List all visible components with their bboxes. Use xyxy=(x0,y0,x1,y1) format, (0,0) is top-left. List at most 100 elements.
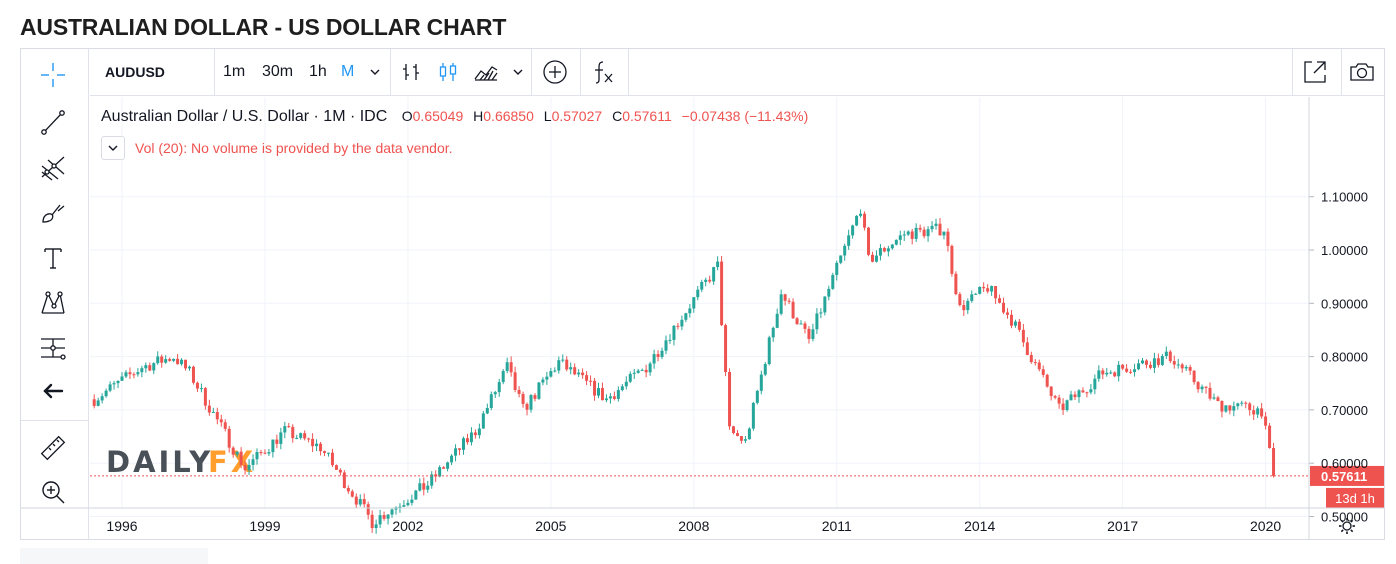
collapse-legend-chevron-icon[interactable] xyxy=(101,136,125,160)
candle-body xyxy=(867,227,871,255)
candle-body xyxy=(982,286,986,289)
candle-body xyxy=(513,372,517,390)
candle-body xyxy=(763,364,767,375)
legend-change: −0.07438 (−11.43%) xyxy=(681,108,809,124)
x-tick-label: 2002 xyxy=(392,518,423,534)
pattern-icon[interactable] xyxy=(35,285,71,321)
ruler-icon[interactable] xyxy=(35,430,71,466)
long-position-icon[interactable] xyxy=(35,330,71,366)
gear-icon[interactable] xyxy=(1339,518,1355,534)
candle-body xyxy=(545,376,549,380)
candle-body xyxy=(787,300,791,302)
indicators-fx-icon[interactable] xyxy=(592,49,616,95)
candle-body xyxy=(235,451,239,455)
crosshair-icon[interactable] xyxy=(35,57,71,93)
x-tick-label: 2008 xyxy=(678,518,709,534)
legend-low: 0.57027 xyxy=(551,108,603,124)
candle-body xyxy=(346,487,350,492)
last-price-label: 0.57611 xyxy=(1321,469,1367,484)
candle-body xyxy=(759,374,763,391)
arrow-left-icon[interactable] xyxy=(35,373,71,409)
candle-body xyxy=(1188,367,1192,371)
brush-icon[interactable] xyxy=(35,195,71,231)
candle-body xyxy=(795,318,799,325)
fullscreen-icon[interactable] xyxy=(1302,49,1328,95)
candle-body xyxy=(148,365,152,371)
y-tick-label: 0.70000 xyxy=(1321,403,1368,418)
candle-body xyxy=(152,363,156,371)
candle-body xyxy=(589,380,593,382)
candle-body xyxy=(962,305,966,311)
candle-body xyxy=(136,372,140,375)
y-tick-label: 0.50000 xyxy=(1321,510,1368,525)
candle-body xyxy=(894,239,898,245)
candle-body xyxy=(890,244,894,249)
candle-body xyxy=(275,439,279,444)
zoom-in-icon[interactable] xyxy=(35,474,71,510)
candles-style-icon[interactable] xyxy=(437,49,459,95)
x-tick-label: 2014 xyxy=(964,518,995,534)
candle-body xyxy=(414,490,418,500)
candle-body xyxy=(1009,314,1013,326)
candle-body xyxy=(926,229,930,237)
candle-body xyxy=(477,428,481,436)
candle-body xyxy=(1069,394,1073,401)
interval-30m[interactable]: 30m xyxy=(262,63,294,80)
candle-body xyxy=(565,359,569,370)
candle-body xyxy=(255,452,259,460)
interval-monthly[interactable]: M xyxy=(341,63,355,80)
candle-body xyxy=(1057,397,1061,404)
candle-body xyxy=(176,358,180,365)
candle-body xyxy=(692,297,696,309)
camera-icon[interactable] xyxy=(1348,49,1376,95)
interval-1h[interactable]: 1h xyxy=(309,63,327,80)
compare-add-icon[interactable] xyxy=(542,49,568,95)
candle-body xyxy=(188,366,192,369)
candle-body xyxy=(1200,386,1204,390)
candle-body xyxy=(489,394,493,408)
text-icon[interactable] xyxy=(35,240,71,276)
bar-style-icon[interactable] xyxy=(400,49,422,95)
candle-body xyxy=(910,231,914,239)
logo-text-fx: FX xyxy=(208,445,256,479)
candle-body xyxy=(96,400,100,406)
candle-body xyxy=(521,393,525,404)
candle-body xyxy=(203,388,207,406)
symbol-search[interactable]: AUDUSD xyxy=(105,64,165,80)
candle-body xyxy=(720,261,724,326)
candle-body xyxy=(263,452,267,454)
candle-body xyxy=(632,372,636,374)
candle-body xyxy=(906,231,910,235)
candle-body xyxy=(358,499,362,505)
candle-body xyxy=(791,301,795,319)
area-style-icon[interactable] xyxy=(473,49,499,95)
candle-body xyxy=(1192,370,1196,383)
trend-line-icon[interactable] xyxy=(35,104,71,140)
interval-dropdown-chevron-icon[interactable] xyxy=(369,49,381,95)
candle-body xyxy=(1025,342,1029,355)
candle-body xyxy=(660,350,664,357)
candle-body xyxy=(616,390,620,399)
candle-body xyxy=(994,286,998,299)
candle-body xyxy=(299,433,303,438)
candle-body xyxy=(1168,351,1172,362)
candle-body xyxy=(704,279,708,282)
candle-body xyxy=(656,354,660,357)
pitchfork-icon[interactable] xyxy=(35,149,71,185)
y-tick-label: 0.80000 xyxy=(1321,350,1368,365)
candle-body xyxy=(859,213,863,216)
candle-body xyxy=(843,245,847,256)
candle-body xyxy=(672,325,676,340)
interval-1m[interactable]: 1m xyxy=(223,63,246,80)
candle-body xyxy=(942,231,946,236)
candle-body xyxy=(374,524,378,528)
candle-body xyxy=(450,455,454,463)
candle-body xyxy=(767,337,771,365)
candle-body xyxy=(1232,406,1236,411)
candle-body xyxy=(207,405,211,413)
candle-body xyxy=(1156,358,1160,365)
chart-style-chevron-icon[interactable] xyxy=(512,49,524,95)
candle-body xyxy=(1121,364,1125,369)
candle-body xyxy=(986,288,990,292)
